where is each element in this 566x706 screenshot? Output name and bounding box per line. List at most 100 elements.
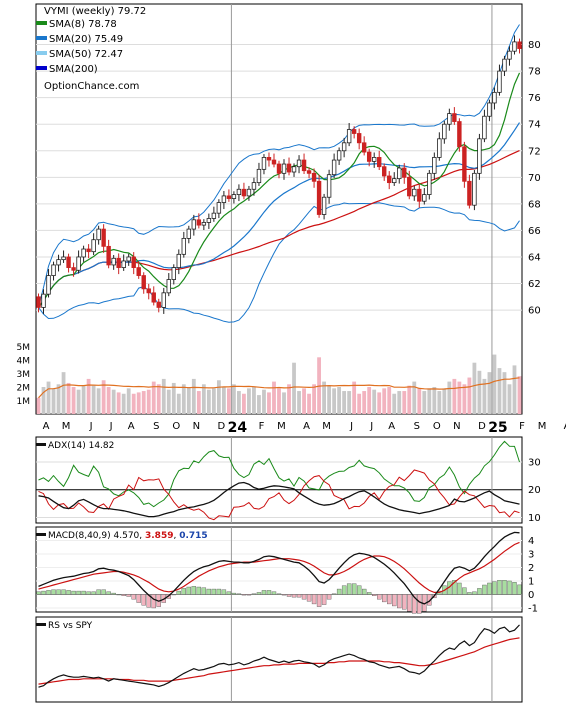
volume-bar	[237, 391, 241, 414]
macd-histogram-bar	[76, 590, 81, 595]
candle-body	[412, 188, 417, 197]
candle-body	[136, 267, 141, 276]
candle-body	[226, 195, 232, 199]
rs-swatch	[36, 623, 46, 626]
macd-histogram-bar	[462, 587, 467, 595]
volume-bar	[357, 393, 362, 414]
price-panel: 60 62 64 66 68 70 72 74 76 78 80 1M 2M 3M 4M 5M	[17, 3, 541, 415]
candle-body	[331, 159, 337, 176]
candle-body	[236, 188, 242, 195]
candle-body	[111, 257, 116, 266]
volume-bar	[347, 391, 352, 414]
macd-histogram-bar	[286, 594, 292, 597]
candle-body	[86, 248, 91, 253]
volume-bar	[372, 389, 377, 414]
macd-tick-label: 0	[528, 590, 534, 601]
month-label: D	[218, 421, 226, 432]
volume-bar	[201, 384, 206, 414]
candle-body	[512, 41, 517, 52]
volume-bars	[36, 354, 522, 414]
macd-histogram-bar	[256, 592, 262, 595]
month-label: A	[43, 421, 50, 432]
candle-body	[191, 219, 197, 230]
candle-body	[76, 256, 81, 271]
candle-body	[477, 138, 482, 174]
legend-title: VYMI (weekly) 79.72	[44, 6, 146, 17]
macd-histogram-bar	[261, 590, 267, 595]
candle-body	[196, 219, 202, 226]
rs-panel-frame	[35, 616, 523, 703]
price-tick-label: 74	[528, 120, 541, 131]
month-label: 24	[228, 420, 248, 436]
month-label: S	[153, 421, 159, 432]
macd-histogram-bar	[241, 594, 247, 596]
price-tick-label: 80	[528, 40, 541, 51]
month-label: M	[538, 421, 547, 432]
candle-body	[181, 237, 187, 255]
month-label: F	[519, 421, 525, 432]
month-label: M	[277, 421, 286, 432]
candle-body	[336, 150, 342, 161]
volume-bar	[377, 392, 382, 414]
macd-histogram-bar	[91, 591, 96, 595]
volume-bar	[46, 381, 51, 414]
macd-histogram-bar	[101, 589, 106, 595]
candle-body	[291, 166, 297, 173]
candle-body	[121, 260, 126, 268]
bollinger-lower-line	[38, 202, 520, 323]
macd-legend: MACD(8,40,9) 4.570, 3.859, 0.715	[36, 531, 208, 541]
volume-bar	[151, 381, 156, 414]
month-label: S	[414, 421, 420, 432]
macd-tick-label: -1	[528, 603, 538, 614]
volume-bar	[407, 385, 412, 414]
macd-histogram-bar	[346, 583, 352, 595]
macd-line	[38, 531, 520, 605]
volume-bar	[402, 391, 407, 414]
volume-bar	[382, 388, 387, 414]
volume-bar	[397, 391, 402, 414]
macd-tick-label: 3	[528, 549, 534, 560]
macd-histogram-bar	[296, 594, 302, 598]
candle-body	[356, 133, 362, 144]
volume-bar	[216, 380, 221, 414]
candle-body	[271, 159, 277, 165]
price-tick-label: 64	[528, 252, 541, 263]
month-label: J	[369, 421, 373, 432]
price-tick-label: 72	[528, 146, 541, 157]
month-label: A	[303, 421, 310, 432]
month-label: O	[433, 421, 441, 432]
macd-tick-label: 2	[528, 563, 534, 574]
candle-body	[507, 50, 512, 60]
candle-body	[216, 202, 222, 214]
macd-histogram-bar	[151, 594, 156, 609]
volume-bar	[141, 391, 146, 414]
candle-body	[96, 228, 101, 241]
volume-bar	[262, 389, 266, 414]
macd-histogram-bar	[351, 583, 357, 595]
volume-bar	[462, 384, 467, 414]
macd-histogram-bar	[316, 594, 322, 607]
macd-histogram-bar	[131, 594, 136, 600]
macd-histogram-bar	[336, 588, 342, 595]
macd-histogram-bar	[452, 580, 457, 595]
price-tick-label: 76	[528, 93, 541, 104]
candle-body	[206, 218, 212, 223]
hist-value: 0.715	[179, 531, 207, 541]
macd-histogram-bar	[356, 585, 362, 595]
macd-histogram-bar	[497, 580, 502, 595]
candle-body	[301, 159, 307, 172]
legend-site: OptionChance.com	[44, 81, 139, 92]
month-label: N	[193, 421, 200, 432]
candle-body	[467, 180, 472, 206]
volume-bar	[472, 362, 477, 414]
volume-bar	[232, 384, 236, 414]
volume-bar	[101, 380, 106, 414]
candle-body	[316, 180, 322, 215]
candle-body	[261, 157, 267, 170]
candle-body	[66, 256, 71, 269]
di-minus-line	[38, 469, 520, 521]
volume-bar	[302, 388, 306, 414]
volume-bar	[36, 397, 41, 414]
volume-bar	[96, 388, 101, 414]
macd-panel-frame	[35, 526, 523, 613]
